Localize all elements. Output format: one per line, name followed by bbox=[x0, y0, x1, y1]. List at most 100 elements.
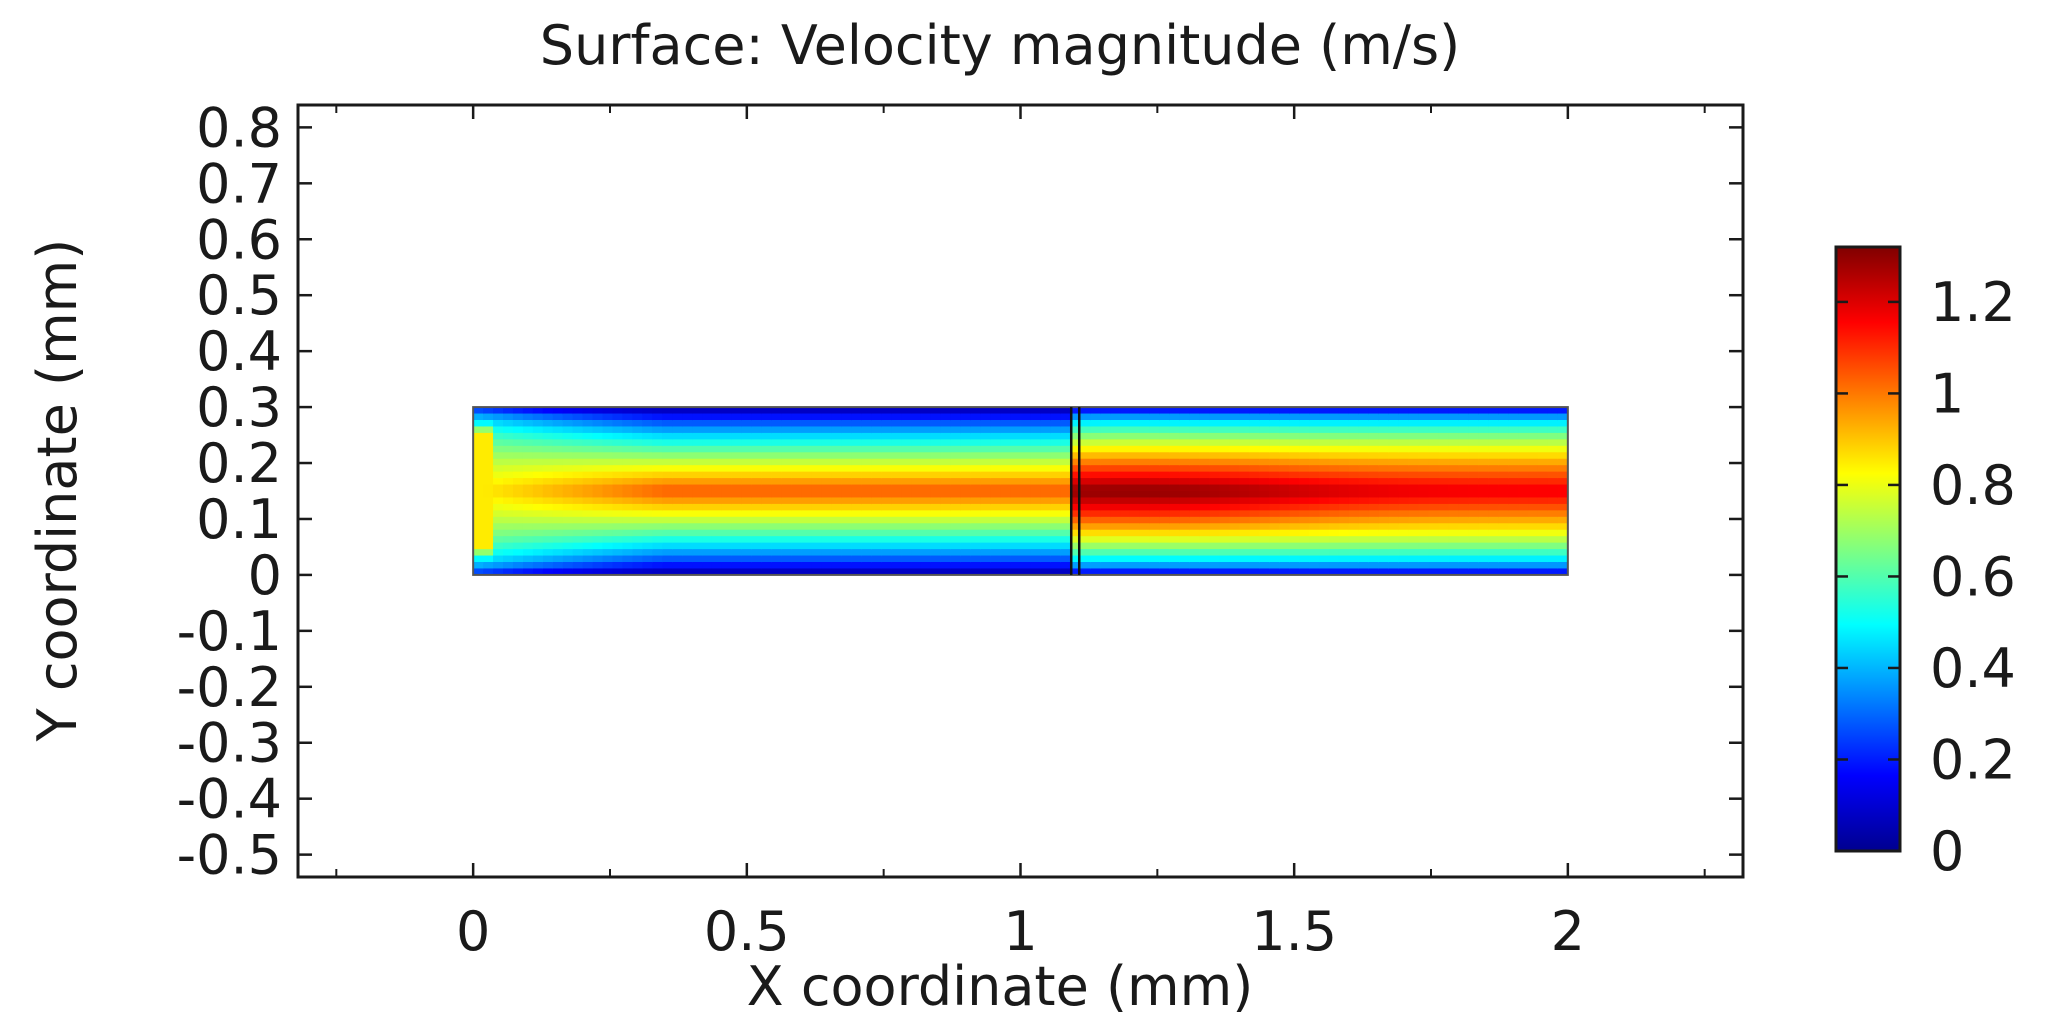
heatmap-cell bbox=[582, 510, 594, 518]
heatmap-cell bbox=[1159, 439, 1171, 447]
heatmap-cell bbox=[811, 413, 823, 421]
heatmap-cell bbox=[970, 445, 982, 454]
heatmap-cell bbox=[1279, 426, 1291, 434]
heatmap-cell bbox=[1478, 465, 1490, 473]
heatmap-cell bbox=[781, 426, 793, 434]
heatmap-cell bbox=[1179, 562, 1191, 570]
heatmap-cell bbox=[1329, 426, 1340, 434]
heatmap-cell bbox=[1129, 419, 1141, 428]
heatmap-cell bbox=[1557, 445, 1568, 454]
heatmap-cell bbox=[1259, 407, 1271, 415]
heatmap-cell bbox=[542, 497, 554, 505]
heatmap-cell bbox=[1279, 478, 1291, 486]
heatmap-cell bbox=[950, 568, 962, 575]
heatmap-cell bbox=[1428, 445, 1440, 454]
heatmap-cell bbox=[1269, 458, 1281, 467]
heatmap-cell bbox=[960, 510, 972, 518]
heatmap-cell bbox=[970, 516, 982, 525]
heatmap-cell bbox=[1219, 568, 1231, 575]
heatmap-cell bbox=[1508, 568, 1519, 575]
heatmap-cell bbox=[1299, 484, 1311, 492]
heatmap-cell bbox=[1488, 568, 1500, 575]
heatmap-cell bbox=[542, 426, 554, 434]
heatmap-cell bbox=[990, 568, 1002, 575]
heatmap-cell bbox=[940, 497, 952, 505]
heatmap-cell bbox=[1518, 413, 1529, 421]
heatmap-cell bbox=[1438, 426, 1450, 434]
heatmap-cell bbox=[861, 458, 873, 467]
heatmap-cell bbox=[1129, 555, 1141, 563]
heatmap-cell bbox=[1368, 484, 1380, 492]
heatmap-cell bbox=[1418, 491, 1430, 499]
heatmap-cell bbox=[1368, 542, 1380, 550]
heatmap-cell bbox=[1090, 568, 1102, 575]
heatmap-cell bbox=[1110, 413, 1121, 421]
heatmap-cell bbox=[662, 523, 674, 531]
heatmap-cell bbox=[1557, 568, 1568, 575]
heatmap-cell bbox=[632, 452, 644, 460]
heatmap-cell bbox=[1428, 529, 1440, 538]
heatmap-cell bbox=[1299, 562, 1311, 570]
heatmap-cell bbox=[1488, 439, 1500, 447]
heatmap-cell bbox=[1309, 549, 1320, 557]
heatmap-cell bbox=[692, 497, 703, 505]
heatmap-cell bbox=[811, 523, 823, 531]
heatmap-cell bbox=[1537, 419, 1549, 428]
heatmap-cell bbox=[1139, 407, 1151, 415]
heatmap-cell bbox=[1478, 478, 1490, 486]
y-tick-label: 0.7 bbox=[196, 152, 282, 215]
heatmap-cell bbox=[1229, 491, 1241, 499]
heatmap-cell bbox=[970, 568, 982, 575]
heatmap-cell bbox=[990, 419, 1002, 428]
heatmap-cell bbox=[662, 413, 674, 421]
heatmap-cell bbox=[483, 419, 494, 428]
heatmap-cell bbox=[1279, 413, 1291, 421]
heatmap-cell bbox=[1269, 503, 1281, 512]
heatmap-cell bbox=[622, 407, 634, 415]
heatmap-cell bbox=[841, 413, 853, 421]
heatmap-cell bbox=[1428, 439, 1440, 447]
heatmap-cell bbox=[1209, 439, 1221, 447]
heatmap-cell bbox=[483, 471, 494, 479]
heatmap-cell bbox=[1189, 439, 1201, 447]
y-tick-label: 0.2 bbox=[196, 432, 282, 495]
heatmap-cell bbox=[642, 465, 654, 473]
heatmap-cell bbox=[1279, 497, 1291, 505]
heatmap-cell bbox=[473, 465, 485, 473]
heatmap-cell bbox=[741, 497, 753, 505]
heatmap-cell bbox=[851, 484, 863, 492]
heatmap-cell bbox=[512, 503, 524, 512]
heatmap-cell bbox=[1090, 439, 1102, 447]
heatmap-cell bbox=[1249, 491, 1261, 499]
heatmap-cell bbox=[980, 452, 992, 460]
heatmap-cell bbox=[1498, 413, 1510, 421]
heatmap-cell bbox=[503, 478, 514, 486]
heatmap-cell bbox=[1378, 542, 1390, 550]
heatmap-cell bbox=[562, 419, 574, 428]
heatmap-cell bbox=[731, 413, 743, 421]
heatmap-cell bbox=[622, 419, 634, 428]
heatmap-cell bbox=[731, 516, 743, 525]
heatmap-cell bbox=[1537, 439, 1549, 447]
heatmap-cell bbox=[1129, 484, 1141, 492]
heatmap-cell bbox=[1418, 407, 1430, 415]
heatmap-cell bbox=[980, 555, 992, 563]
heatmap-cell bbox=[1020, 458, 1032, 467]
heatmap-cell bbox=[1209, 465, 1221, 473]
heatmap-cell bbox=[532, 465, 544, 473]
heatmap-cell bbox=[532, 432, 544, 441]
heatmap-cell bbox=[1060, 445, 1072, 454]
heatmap-cell bbox=[702, 529, 713, 538]
heatmap-cell bbox=[1468, 458, 1480, 467]
heatmap-cell bbox=[911, 432, 922, 441]
heatmap-cell bbox=[1229, 523, 1241, 531]
heatmap-cell bbox=[1368, 445, 1380, 454]
heatmap-cell bbox=[512, 439, 524, 447]
heatmap-cell bbox=[562, 542, 574, 550]
heatmap-cell bbox=[1239, 458, 1251, 467]
heatmap-cell bbox=[622, 555, 634, 563]
heatmap-cell bbox=[1269, 523, 1281, 531]
heatmap-cell bbox=[1100, 536, 1111, 544]
heatmap-cell bbox=[582, 549, 594, 557]
heatmap-cell bbox=[960, 407, 972, 415]
